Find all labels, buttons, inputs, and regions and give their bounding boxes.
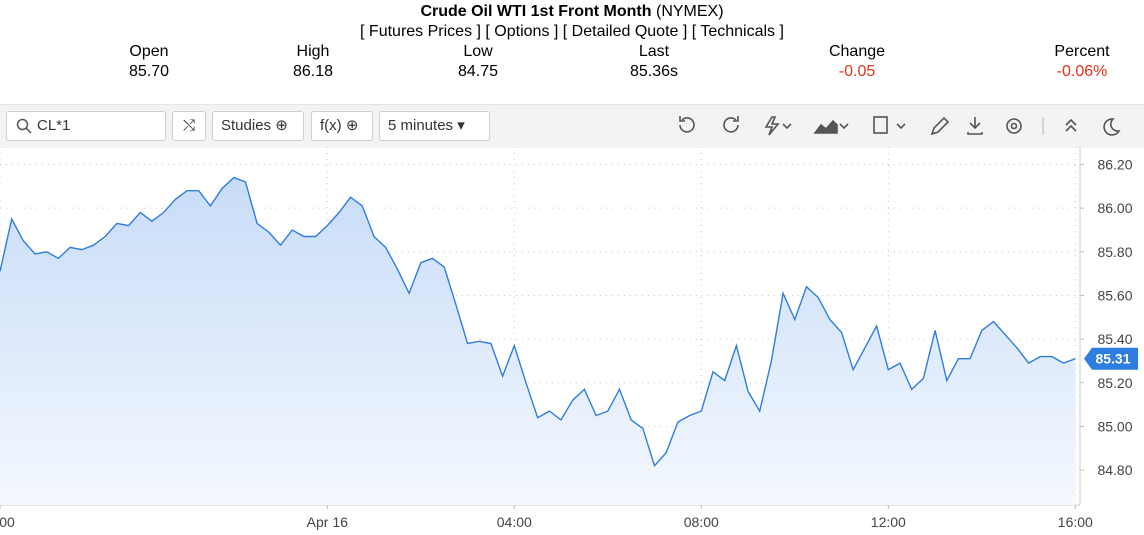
quote-label: High — [296, 43, 330, 60]
interval-button[interactable]: 5 minutes ▾ — [379, 111, 490, 141]
quote-value: 85.36s — [629, 63, 679, 80]
theme-icon[interactable] — [1103, 118, 1121, 136]
title-row: Crude Oil WTI 1st Front Month (NYMEX) — [0, 3, 1144, 21]
x-tick-label: 08:00 — [684, 514, 719, 530]
quote-label: Open — [129, 43, 169, 60]
title: Crude Oil WTI 1st Front Month — [420, 3, 652, 20]
quote-label: Percent — [1054, 43, 1110, 60]
fx-label: f(x) — [320, 117, 342, 134]
last-price-label: 85.31 — [1095, 351, 1130, 367]
y-tick-label: 85.20 — [1097, 375, 1132, 391]
quote-value: -0.05 — [838, 63, 876, 80]
links: [ Futures Prices ] [ Options ] [ Detaile… — [0, 23, 1144, 41]
quote-label: Last — [638, 43, 670, 60]
link[interactable]: [ Futures Prices ] — [360, 23, 481, 40]
quote-value: 85.70 — [128, 63, 170, 80]
compare-button[interactable]: ⤭ — [172, 111, 206, 141]
x-tick-label: Apr 16 — [307, 514, 348, 530]
quote-value: 84.75 — [457, 63, 499, 80]
y-tick-label: 85.00 — [1097, 418, 1132, 434]
chart-type-icon[interactable] — [813, 119, 838, 134]
pencil-icon[interactable] — [930, 116, 950, 136]
quote-label: Change — [828, 43, 886, 60]
link[interactable]: [ Options ] — [485, 23, 559, 40]
y-tick-label: 85.40 — [1097, 331, 1132, 347]
undo-icon[interactable] — [679, 116, 695, 133]
search-icon — [16, 118, 32, 134]
toolbar: CL*1 ⤭ Studies ⊕ f(x) ⊕ 5 minutes ▾ — [0, 104, 1144, 148]
x-tick-label: 04:00 — [497, 514, 532, 530]
fx-button[interactable]: f(x) ⊕ — [311, 111, 373, 141]
draw-icon[interactable] — [764, 116, 780, 136]
y-tick-label: 86.20 — [1097, 156, 1132, 172]
area-fill — [0, 177, 1076, 505]
y-tick-label: 85.80 — [1097, 244, 1132, 260]
link[interactable]: [ Detailed Quote ] — [562, 23, 688, 40]
quote-value: -0.06% — [1056, 63, 1108, 80]
toolbar-icons — [679, 116, 1121, 136]
download-icon[interactable] — [967, 117, 983, 135]
price-line — [0, 176, 1076, 468]
caret — [896, 123, 906, 130]
y-tick-label: 84.80 — [1097, 462, 1132, 478]
interval-label: 5 minutes — [388, 117, 454, 134]
x-tick-label: 12:00 — [871, 514, 906, 530]
exchange: (NYMEX) — [655, 3, 724, 20]
redo-icon[interactable] — [723, 116, 739, 133]
last-price-tag — [1084, 347, 1138, 370]
quote-label: Low — [463, 43, 493, 60]
symbol-input[interactable]: CL*1 — [6, 111, 166, 141]
caret — [782, 123, 792, 130]
display-icon[interactable] — [873, 116, 888, 134]
studies-button[interactable]: Studies ⊕ — [212, 111, 304, 141]
settings-icon[interactable] — [1006, 118, 1022, 134]
x-tick-label: 00 — [0, 514, 15, 530]
caret — [839, 123, 849, 130]
collapse-icon[interactable] — [1065, 118, 1077, 132]
studies-label: Studies — [221, 117, 272, 134]
x-tick-label: 16:00 — [1058, 514, 1093, 530]
chart: 84.80 85.00 85.20 85.40 85.60 85.80 86.00 86.20… — [0, 147, 1138, 530]
y-tick-label: 85.60 — [1097, 287, 1132, 303]
link[interactable]: [ Technicals ] — [691, 23, 784, 40]
quote-value: 86.18 — [292, 63, 334, 80]
y-tick-label: 86.00 — [1097, 200, 1132, 216]
symbol: CL*1 — [37, 117, 71, 134]
